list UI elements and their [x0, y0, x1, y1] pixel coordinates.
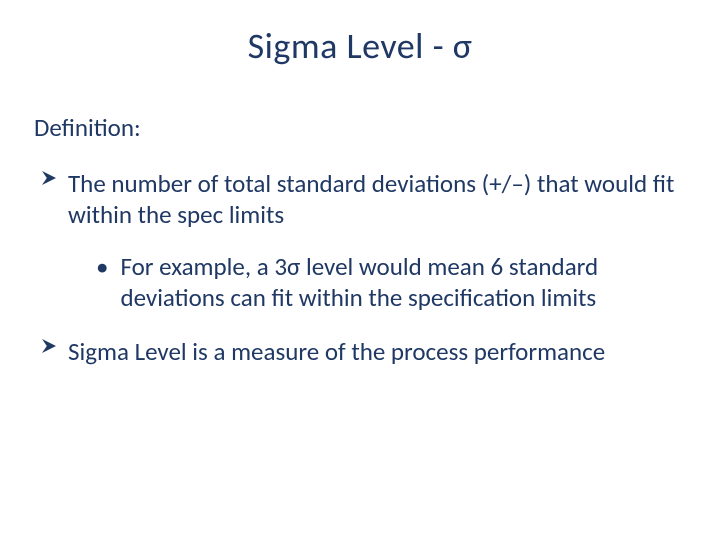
definition-label: Definition: [34, 112, 686, 143]
slide-title: Sigma Level - σ [34, 24, 686, 68]
sub-bullet-item: • For example, a 3σ level would mean 6 s… [34, 252, 686, 313]
dot-bullet-icon: • [96, 252, 108, 283]
arrow-bullet-icon [40, 337, 58, 355]
bullet-item: Sigma Level is a measure of the process … [34, 337, 686, 368]
bullet-item: The number of total standard deviations … [34, 169, 686, 230]
bullet-text: The number of total standard deviations … [68, 169, 686, 230]
bullet-text: Sigma Level is a measure of the process … [68, 337, 605, 368]
arrow-bullet-icon [40, 169, 58, 187]
sub-bullet-text: For example, a 3σ level would mean 6 sta… [120, 252, 686, 313]
